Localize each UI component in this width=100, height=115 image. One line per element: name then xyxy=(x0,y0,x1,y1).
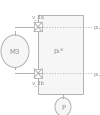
Text: p₁*: p₁* xyxy=(53,48,64,54)
Bar xyxy=(34,23,42,32)
Text: p₁,b: p₁,b xyxy=(94,71,100,76)
Circle shape xyxy=(1,36,29,68)
Text: v_3b: v_3b xyxy=(32,79,44,85)
Bar xyxy=(34,69,42,78)
Text: M3: M3 xyxy=(10,49,20,55)
Bar xyxy=(38,16,83,94)
Text: p₁,a: p₁,a xyxy=(94,25,100,30)
Text: v_3a: v_3a xyxy=(32,14,44,20)
Circle shape xyxy=(55,98,71,115)
Text: P: P xyxy=(61,104,65,110)
